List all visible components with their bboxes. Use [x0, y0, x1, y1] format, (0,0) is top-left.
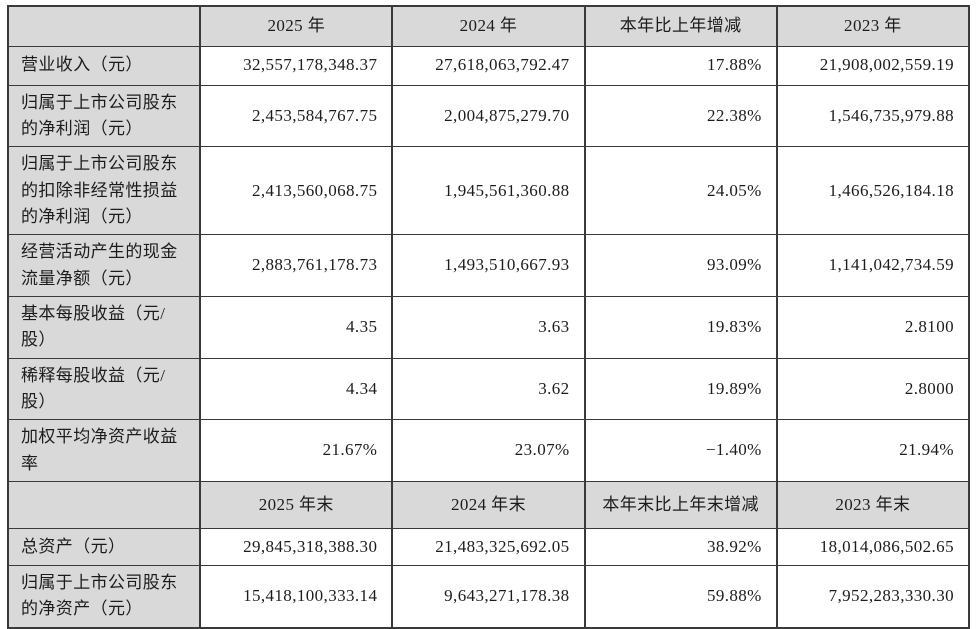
row-label: 经营活动产生的现金流量净额（元） — [6, 234, 201, 297]
cell-value-2025: 4.34 — [199, 357, 393, 420]
cell-value-change: 17.88% — [583, 45, 777, 85]
cell-value-change: 93.09% — [583, 234, 777, 297]
cell-value-2025: 29,845,318,388.30 — [199, 527, 393, 566]
cell-value-change: 19.89% — [583, 357, 777, 420]
cell-value-2024: 2,004,875,279.70 — [391, 84, 585, 147]
cell-value-2025: 2,883,761,178.73 — [199, 234, 393, 297]
cell-value-2023: 2.8000 — [775, 357, 969, 420]
row-label: 归属于上市公司股东的净资产（元） — [6, 564, 201, 628]
cell-value-change: 24.05% — [583, 146, 777, 235]
row-label: 营业收入（元） — [6, 45, 201, 85]
cell-value-2025: 2,413,560,068.75 — [199, 146, 393, 235]
table-row-net-profit-excl-nonrecurring: 归属于上市公司股东的扣除非经常性损益的净利润（元） 2,413,560,068.… — [6, 146, 969, 235]
table-row-weighted-avg-roe: 加权平均净资产收益率 21.67% 23.07% −1.40% 21.94% — [6, 419, 969, 482]
cell-value-2024: 3.62 — [391, 357, 585, 420]
cell-value-change: 19.83% — [583, 295, 777, 359]
row-label: 归属于上市公司股东的扣除非经常性损益的净利润（元） — [6, 146, 201, 235]
table-row-revenue: 营业收入（元） 32,557,178,348.37 27,618,063,792… — [6, 45, 969, 85]
cell-value-2025: 15,418,100,333.14 — [199, 564, 393, 628]
cell-value-2023: 7,952,283,330.30 — [775, 564, 969, 628]
column-header-yoy-change: 本年比上年增减 — [583, 5, 777, 46]
cell-value-2024: 3.63 — [391, 295, 585, 359]
financial-summary-table-wrap: 2025 年 2024 年 本年比上年增减 2023 年 营业收入（元） 32,… — [6, 5, 970, 629]
table-row-diluted-eps: 稀释每股收益（元/股） 4.34 3.62 19.89% 2.8000 — [6, 357, 969, 420]
cell-value-2024: 1,945,561,360.88 — [391, 146, 585, 235]
table-row-total-assets: 总资产（元） 29,845,318,388.30 21,483,325,692.… — [6, 527, 969, 566]
cell-value-change: 59.88% — [583, 564, 777, 628]
cell-value-2025: 2,453,584,767.75 — [199, 84, 393, 147]
row-label: 基本每股收益（元/股） — [6, 295, 201, 359]
cell-value-2023: 18,014,086,502.65 — [775, 527, 969, 566]
cell-value-2023: 1,546,735,979.88 — [775, 84, 969, 147]
cell-value-2025: 4.35 — [199, 295, 393, 359]
row-label: 归属于上市公司股东的净利润（元） — [6, 84, 201, 147]
column-header-2025: 2025 年 — [199, 5, 393, 46]
row-label: 总资产（元） — [6, 527, 201, 566]
cell-value-2023: 1,141,042,734.59 — [775, 234, 969, 297]
header-cell-blank — [6, 5, 201, 46]
cell-value-2024: 21,483,325,692.05 — [391, 527, 585, 566]
cell-value-2023: 21,908,002,559.19 — [775, 45, 969, 85]
column-header-2023: 2023 年 — [775, 5, 969, 46]
table-header-row-period-end: 2025 年末 2024 年末 本年末比上年末增减 2023 年末 — [6, 480, 969, 529]
table-row-operating-cash-flow: 经营活动产生的现金流量净额（元） 2,883,761,178.73 1,493,… — [6, 234, 969, 297]
cell-value-2023: 1,466,526,184.18 — [775, 146, 969, 235]
cell-value-2024: 27,618,063,792.47 — [391, 45, 585, 85]
cell-value-2024: 9,643,271,178.38 — [391, 564, 585, 628]
column-header-2024: 2024 年 — [391, 5, 585, 46]
table-header-row-annual: 2025 年 2024 年 本年比上年增减 2023 年 — [6, 5, 969, 46]
table-row-net-assets: 归属于上市公司股东的净资产（元） 15,418,100,333.14 9,643… — [6, 564, 969, 628]
cell-value-2024: 23.07% — [391, 419, 585, 482]
cell-value-2025: 21.67% — [199, 419, 393, 482]
cell-value-2025: 32,557,178,348.37 — [199, 45, 393, 85]
cell-value-2023: 21.94% — [775, 419, 969, 482]
row-label: 加权平均净资产收益率 — [6, 419, 201, 482]
cell-value-2023: 2.8100 — [775, 295, 969, 359]
cell-value-change: −1.40% — [583, 419, 777, 482]
column-header-2023-end: 2023 年末 — [775, 480, 969, 529]
column-header-2024-end: 2024 年末 — [391, 480, 585, 529]
cell-value-change: 22.38% — [583, 84, 777, 147]
cell-value-change: 38.92% — [583, 527, 777, 566]
row-label: 稀释每股收益（元/股） — [6, 357, 201, 420]
cell-value-2024: 1,493,510,667.93 — [391, 234, 585, 297]
header-cell-blank — [6, 480, 201, 529]
financial-summary-table: 2025 年 2024 年 本年比上年增减 2023 年 营业收入（元） 32,… — [6, 5, 970, 629]
column-header-end-change: 本年末比上年末增减 — [583, 480, 777, 529]
column-header-2025-end: 2025 年末 — [199, 480, 393, 529]
table-row-net-profit: 归属于上市公司股东的净利润（元） 2,453,584,767.75 2,004,… — [6, 84, 969, 147]
table-row-basic-eps: 基本每股收益（元/股） 4.35 3.63 19.83% 2.8100 — [6, 295, 969, 359]
